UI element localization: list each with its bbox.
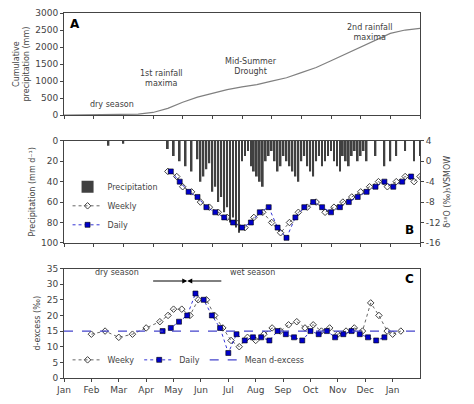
svg-text:35: 35 xyxy=(47,264,58,274)
svg-text:1500: 1500 xyxy=(35,59,58,69)
svg-text:20: 20 xyxy=(47,311,59,321)
svg-text:2500: 2500 xyxy=(35,25,58,35)
svg-text:Precipitation (mm d⁻¹): Precipitation (mm d⁻¹) xyxy=(28,147,37,236)
svg-text:Jan: Jan xyxy=(385,385,400,395)
svg-text:dry season: dry season xyxy=(90,100,134,109)
svg-text:-12: -12 xyxy=(426,218,441,228)
svg-text:25: 25 xyxy=(47,295,58,305)
svg-text:0: 0 xyxy=(52,136,58,146)
svg-text:C: C xyxy=(405,272,414,286)
svg-text:A: A xyxy=(70,17,80,31)
svg-text:4: 4 xyxy=(426,136,432,146)
svg-text:Oct: Oct xyxy=(303,385,319,395)
svg-text:Mid-SummerDrought: Mid-SummerDrought xyxy=(225,57,277,76)
svg-text:-16: -16 xyxy=(426,238,441,248)
svg-text:1st rainfallmaxima: 1st rainfallmaxima xyxy=(140,69,183,88)
svg-text:80: 80 xyxy=(47,218,59,228)
svg-text:Aug: Aug xyxy=(247,385,265,395)
svg-text:Feb: Feb xyxy=(83,385,99,395)
svg-text:May: May xyxy=(164,385,183,395)
svg-text:100: 100 xyxy=(41,238,58,248)
svg-text:Weekly: Weekly xyxy=(108,202,137,211)
svg-text:2000: 2000 xyxy=(35,42,58,52)
svg-text:30: 30 xyxy=(47,279,59,289)
svg-text:wet season: wet season xyxy=(230,268,275,277)
svg-text:20: 20 xyxy=(47,156,59,166)
svg-text:Jan: Jan xyxy=(56,385,71,395)
svg-text:500: 500 xyxy=(41,93,58,103)
svg-text:Daily: Daily xyxy=(179,356,200,365)
svg-text:-4: -4 xyxy=(426,177,435,187)
svg-text:Mar: Mar xyxy=(110,385,127,395)
svg-text:40: 40 xyxy=(47,177,59,187)
svg-text:Precipitation: Precipitation xyxy=(108,183,158,192)
svg-text:10: 10 xyxy=(47,342,59,352)
svg-text:Weeky: Weeky xyxy=(108,356,135,365)
svg-text:0: 0 xyxy=(426,156,432,166)
svg-text:Jul: Jul xyxy=(222,385,234,395)
svg-text:δ¹⁸O (‰)₅VSMOW: δ¹⁸O (‰)₅VSMOW xyxy=(443,156,452,228)
svg-text:0: 0 xyxy=(52,373,58,383)
svg-text:Mean d-excess: Mean d-excess xyxy=(245,356,304,365)
svg-text:15: 15 xyxy=(47,326,58,336)
svg-text:-8: -8 xyxy=(426,197,435,207)
svg-text:60: 60 xyxy=(47,197,59,207)
svg-text:dry season: dry season xyxy=(95,268,139,277)
svg-text:Daily: Daily xyxy=(108,221,129,230)
svg-text:Dec: Dec xyxy=(357,385,374,395)
svg-text:Apr: Apr xyxy=(138,385,154,395)
svg-text:1000: 1000 xyxy=(35,76,58,86)
svg-text:0: 0 xyxy=(52,110,58,120)
svg-text:Sep: Sep xyxy=(275,385,292,395)
svg-text:d-excess (‰): d-excess (‰) xyxy=(33,296,42,351)
svg-text:B: B xyxy=(405,223,414,237)
svg-text:Jun: Jun xyxy=(193,385,208,395)
svg-text:Nov: Nov xyxy=(329,385,347,395)
svg-text:3000: 3000 xyxy=(35,8,58,18)
svg-text:5: 5 xyxy=(52,358,58,368)
svg-text:Cumulativeprecipitation (mm): Cumulativeprecipitation (mm) xyxy=(12,27,31,102)
svg-text:2nd rainfallmaxima: 2nd rainfallmaxima xyxy=(347,23,392,42)
